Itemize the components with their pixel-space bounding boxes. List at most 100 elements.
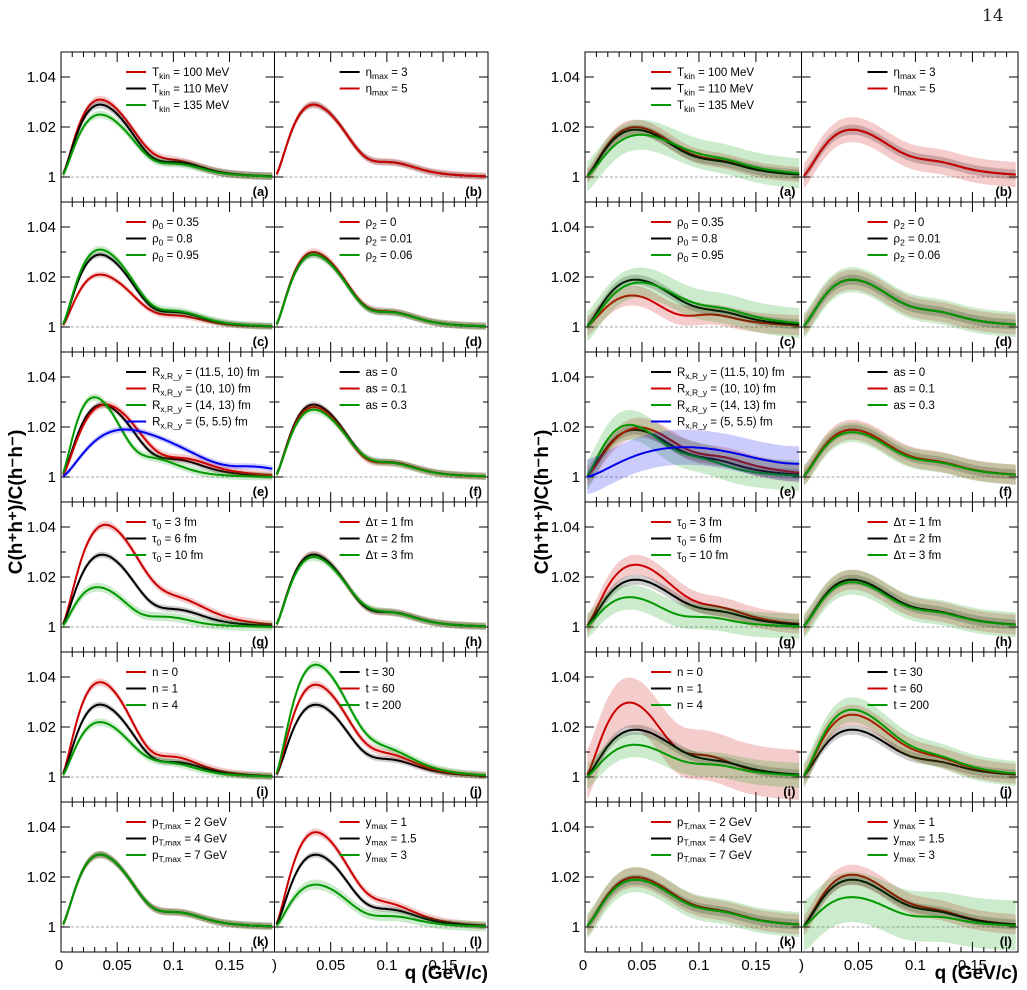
panel-f: as = 0 as = 0.1 as = 0.3 (f): [274, 351, 489, 503]
band-black: [63, 701, 273, 780]
legend-entry: Rx,R_y​ = (10, 10) fm: [152, 384, 251, 398]
series-line-green: [275, 663, 486, 777]
legend-entry: n = 4: [152, 700, 179, 712]
legend-entry: pT,max​ = 4 GeV: [677, 834, 752, 848]
band-red: [63, 400, 273, 479]
x-tick-label: 0.15: [215, 957, 244, 974]
x-tick-label: 0.05: [844, 957, 873, 974]
legend-entry: ρ2​ = 0.06: [894, 250, 941, 264]
y-tick-label: 1: [572, 919, 580, 936]
series-line-green: [275, 556, 486, 628]
y-tick-label: 1.02: [551, 869, 580, 886]
legend-entry: t = 60: [366, 684, 395, 696]
panel-h: Δτ = 1 fm Δτ = 2 fm Δτ = 3 fm (h): [274, 501, 489, 653]
legend-entry: Tkin​ = 110 MeV: [677, 84, 754, 98]
y-tick-label: 1.02: [27, 269, 56, 286]
y-tick-label: 1.04: [551, 219, 580, 236]
panel-k: 1 1.02 1.04 pT,max​ = 2 GeV pT,max​ = 4 GeV p…: [27, 801, 275, 974]
legend-entry: τ0​ = 6 fm: [152, 534, 197, 548]
band-green: [587, 732, 800, 789]
band-black: [276, 101, 486, 180]
legend-entry: ρ2​ = 0: [366, 217, 397, 231]
y-axis-title: C(h⁺h⁺)/C(h⁻h⁻): [532, 430, 553, 575]
legend-entry: Rx,R_y​ = (5, 5.5) fm: [677, 417, 773, 431]
legend-entry: n = 0: [152, 667, 178, 679]
legend-entry: as = 0.1: [894, 384, 935, 396]
legend-entry: ρ0​ = 0.8: [152, 234, 192, 248]
legend-entry: Δτ = 2 fm: [894, 534, 942, 546]
band-green: [803, 872, 1016, 952]
legend-entry: as = 0.3: [366, 400, 407, 412]
legend-entry: τ0​ = 6 fm: [677, 534, 722, 548]
legend-entry: ρ0​ = 0.35: [677, 217, 724, 231]
y-tick-label: 1: [48, 319, 56, 336]
series-line-green: [275, 883, 486, 928]
legend-entry: Δτ = 3 fm: [894, 550, 942, 562]
legend-entry: ymax​ = 1: [894, 817, 935, 831]
series-line-green: [62, 396, 273, 478]
series-line-green: [803, 581, 1016, 627]
series-line-red: [586, 294, 800, 328]
band-red: [587, 285, 800, 337]
panel-label: (d): [465, 334, 482, 349]
legend-entry: Δτ = 2 fm: [366, 534, 414, 546]
panel-label: (c): [253, 334, 269, 349]
panel-label: (g): [252, 634, 269, 649]
panel-g: 1 1.02 1.04 τ0​ = 3 fm τ0​ = 6 fm τ0​ = 10 fm…: [551, 501, 802, 653]
y-tick-label: 1.02: [27, 869, 56, 886]
x-axis-title: q (GeV/c): [405, 963, 488, 984]
series-line-red: [586, 563, 800, 626]
series-line-black: [586, 278, 800, 327]
legend-entry: Rx,R_y​ = (11.5, 10) fm: [152, 367, 260, 381]
legend-entry: t = 200: [894, 700, 930, 712]
band-green: [276, 405, 486, 481]
band-red: [276, 100, 486, 180]
band-green: [63, 718, 273, 781]
x-tick-label: 0.15: [958, 957, 987, 974]
legend-entry: Rx,R_y​ = (11.5, 10) fm: [677, 367, 785, 381]
y-tick-label: 1: [48, 619, 56, 636]
y-tick-label: 1: [572, 319, 580, 336]
legend-entry: ρ2​ = 0.06: [366, 250, 413, 264]
panel-label: (d): [995, 334, 1012, 349]
x-tick-label: 0: [579, 957, 587, 974]
legend-entry: pT,max​ = 7 GeV: [677, 850, 752, 864]
legend-entry: t = 200: [366, 700, 402, 712]
legend-entry: ηmax​ = 5: [366, 84, 408, 98]
panel-label: (i): [783, 784, 795, 799]
legend-entry: as = 0.1: [366, 384, 407, 396]
y-tick-label: 1: [572, 469, 580, 486]
series-line-black: [275, 703, 486, 777]
x-tick-label: 0.15: [741, 957, 770, 974]
band-red: [276, 550, 486, 630]
legend-entry: as = 0.3: [894, 400, 935, 412]
legend-entry: τ0​ = 10 fm: [152, 550, 203, 564]
legend-entry: Tkin​ = 110 MeV: [152, 84, 229, 98]
x-tick-label: 0.1: [376, 957, 397, 974]
band-red: [63, 95, 273, 180]
panel-label: (l): [1000, 934, 1012, 949]
legend-entry: t = 30: [894, 667, 923, 679]
band-black: [276, 401, 486, 480]
panel-label: (k): [253, 934, 269, 949]
band-green: [63, 110, 273, 181]
y-axis-title: C(h⁺h⁺)/C(h⁻h⁻): [6, 430, 27, 575]
panel-e: 1 1.02 1.04 Rx,R_y​ = (11.5, 10) fm Rx,R_y​ …: [27, 351, 275, 503]
series-line-green: [275, 253, 486, 328]
panel-label: (j): [1000, 784, 1012, 799]
series-line-red: [275, 831, 486, 927]
legend-entry: τ0​ = 10 fm: [677, 550, 728, 564]
legend-entry: pT,max​ = 2 GeV: [152, 817, 227, 831]
legend-entry: ymax​ = 1.5: [366, 834, 417, 848]
legend-entry: n = 1: [152, 684, 178, 696]
series-line-black: [803, 728, 1016, 777]
legend-entry: ρ2​ = 0: [894, 217, 925, 231]
band-green: [803, 697, 1016, 788]
legend-entry: n = 1: [677, 684, 703, 696]
series-line-red: [62, 403, 273, 477]
y-tick-label: 1: [572, 769, 580, 786]
series-line-red: [62, 273, 273, 328]
band-green: [803, 422, 1016, 486]
y-tick-label: 1.04: [27, 669, 56, 686]
band-green: [63, 393, 273, 481]
